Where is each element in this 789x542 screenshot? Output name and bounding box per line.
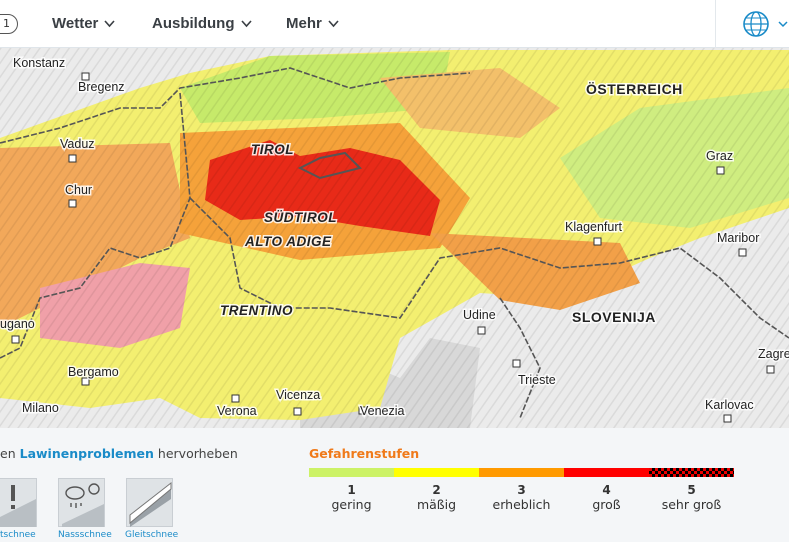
hint-link[interactable]: Lawinenproblemen <box>19 446 154 461</box>
place-marker <box>81 72 90 81</box>
legend-panel: en Lawinenproblemen hervorheben tschnee … <box>0 428 789 542</box>
level-number: 5 <box>687 483 696 497</box>
place-label: Trieste <box>518 373 556 387</box>
problem-label: Gleitschnee <box>125 530 179 540</box>
level-label: mäßig <box>416 497 457 512</box>
level-label: sehr groß <box>661 497 722 512</box>
nav-label: Wetter <box>52 15 99 32</box>
hint-text: en <box>0 446 16 461</box>
level-number: 1 <box>347 483 356 497</box>
region-label: TIROL <box>251 142 294 157</box>
place-marker <box>477 326 486 335</box>
problem-icon[interactable] <box>0 478 37 527</box>
place-markers <box>11 72 775 423</box>
level-label: groß <box>592 497 621 512</box>
place-marker <box>716 166 725 175</box>
place-label: Bregenz <box>78 80 125 94</box>
level-number: 2 <box>432 483 441 497</box>
place-label: Maribor <box>717 231 759 245</box>
legend-title: Gefahrenstufen <box>309 446 420 461</box>
place-label: Chur <box>65 183 92 197</box>
place-marker <box>231 394 240 403</box>
level-swatch <box>309 468 394 477</box>
place-label: Klagenfurt <box>565 220 623 234</box>
place-label: Verona <box>217 404 257 418</box>
region-label: SÜDTIROL <box>264 210 337 225</box>
place-label: Vicenza <box>276 388 320 402</box>
place-marker <box>68 154 77 163</box>
relief <box>0 48 789 428</box>
place-label: Konstanz <box>13 56 65 70</box>
region-label: ALTO ADIGE <box>244 234 332 249</box>
place-marker <box>512 359 521 368</box>
problems-hint: en Lawinenproblemen hervorheben <box>0 446 238 461</box>
place-marker <box>68 199 77 208</box>
notification-badge[interactable]: 1 <box>0 14 18 34</box>
problem-icon[interactable] <box>126 478 173 527</box>
place-marker <box>766 365 775 374</box>
level-swatch <box>649 468 734 477</box>
place-marker <box>293 407 302 416</box>
top-nav: 1 Wetter Ausbildung Mehr <box>0 0 789 48</box>
place-label: Udine <box>463 308 496 322</box>
nav-label: Mehr <box>286 15 322 32</box>
chevron <box>104 20 116 28</box>
place-marker <box>11 335 20 344</box>
nav-item[interactable]: Mehr <box>286 15 339 32</box>
level-label: gering <box>331 497 372 512</box>
nav-item[interactable]: Ausbildung <box>152 15 252 32</box>
icon-graphic <box>0 485 36 527</box>
level-swatch <box>394 468 479 477</box>
chevron <box>328 20 339 28</box>
place-label: Vaduz <box>60 137 95 151</box>
chevron <box>240 20 252 28</box>
separator <box>715 0 716 48</box>
level-label: erheblich <box>492 497 551 512</box>
problem-label: Nassschnee <box>58 530 112 540</box>
level-number: 3 <box>517 483 526 497</box>
icon-graphic <box>129 481 172 527</box>
region-label: ÖSTERREICH <box>586 81 683 97</box>
region-border <box>297 151 362 180</box>
problem-label: tschnee <box>0 530 36 540</box>
place-label: Zagre <box>758 347 789 361</box>
place-label: Venezia <box>360 404 405 418</box>
place-label: ugano <box>0 317 35 331</box>
place-label: Milano <box>22 401 59 415</box>
avalanche-map[interactable]: ÖSTERREICH SLOVENIJA TIROL SÜDTIROL ALTO… <box>0 48 789 428</box>
region-label: SLOVENIJA <box>572 309 656 325</box>
hint-text: hervorheben <box>157 446 238 461</box>
level-number: 4 <box>602 483 611 497</box>
nav-item[interactable]: Wetter <box>52 15 116 32</box>
language-button[interactable] <box>740 10 789 38</box>
icon-graphic <box>62 483 104 527</box>
place-marker <box>593 237 602 246</box>
place-marker <box>81 377 90 386</box>
place-label: Bergamo <box>68 365 119 379</box>
level-swatch <box>564 468 649 477</box>
place-marker <box>738 248 747 257</box>
place-marker <box>358 406 367 415</box>
place-marker <box>723 414 732 423</box>
place-label: Karlovac <box>705 398 754 412</box>
level-swatch <box>479 468 564 477</box>
place-label: Graz <box>706 149 733 163</box>
problem-icon[interactable] <box>58 478 105 527</box>
nav-label: Ausbildung <box>152 15 235 32</box>
region-label: TRENTINO <box>220 303 293 318</box>
